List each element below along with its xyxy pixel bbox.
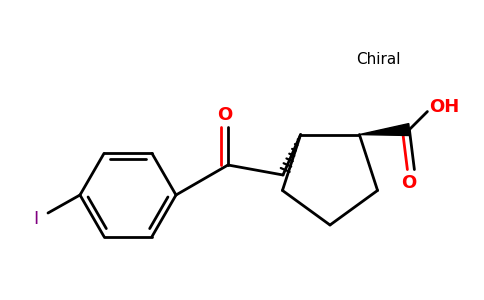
Text: OH: OH [429, 98, 459, 116]
Text: O: O [217, 106, 233, 124]
Text: I: I [33, 210, 39, 228]
Polygon shape [360, 124, 410, 136]
Text: O: O [401, 173, 416, 191]
Text: Chiral: Chiral [356, 52, 400, 68]
